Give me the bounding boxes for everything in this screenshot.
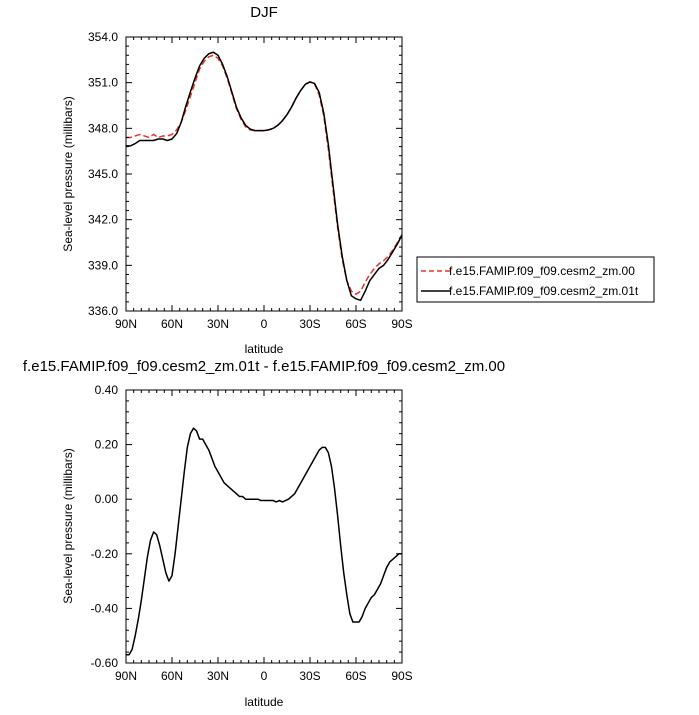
top-series-line-0 xyxy=(126,54,403,296)
bottom-plot-border xyxy=(125,389,403,664)
top-chart-y-axis-label: Sea-level pressure (millibars) xyxy=(61,96,75,251)
bottom-chart-plot-area xyxy=(126,390,402,663)
top-chart-plot-area xyxy=(126,37,402,311)
bottom-x-tick-label: 60N xyxy=(161,669,183,683)
top-y-tick-label: 336.0 xyxy=(88,304,118,318)
bottom-chart-series-group xyxy=(126,427,402,656)
bottom-y-tick-label: -0.60 xyxy=(91,656,119,670)
top-x-tick-label: 90N xyxy=(115,317,137,331)
top-chart-series-group xyxy=(126,51,403,302)
bottom-x-tick-label: 0 xyxy=(261,669,268,683)
bottom-chart-x-axis-label: latitude xyxy=(245,695,284,709)
bottom-y-tick-label: -0.20 xyxy=(91,547,119,561)
top-x-tick-label: 60S xyxy=(345,317,366,331)
top-x-tick-label: 90S xyxy=(391,317,412,331)
bottom-x-tick-label: 90N xyxy=(115,669,137,683)
bottom-y-tick-label: 0.00 xyxy=(95,492,119,506)
bottom-chart-title: f.e15.FAMIP.f09_f09.cesm2_zm.01t - f.e15… xyxy=(23,358,505,375)
bottom-panel: f.e15.FAMIP.f09_f09.cesm2_zm.01t - f.e15… xyxy=(23,358,505,709)
legend-label-series-1: f.e15.FAMIP.f09_f09.cesm2_zm.01t xyxy=(449,284,639,298)
bottom-chart-axes: 90N 60N 30N 0 30S 60S 90S -0.60 -0.40 -0.20 0.00 0.… xyxy=(91,383,413,683)
top-y-tick-label: 339.0 xyxy=(88,258,118,272)
bottom-y-tick-label: 0.20 xyxy=(95,438,119,452)
bottom-y-tick-label: 0.40 xyxy=(95,383,119,397)
top-y-tick-label: 354.0 xyxy=(88,30,118,44)
top-chart-x-axis-label: latitude xyxy=(245,342,284,356)
top-plot-background xyxy=(126,37,402,311)
top-chart-axes: 90N 60N 30N 0 30S 60S 90S 336.0 339.0 342.0 345.0 3… xyxy=(88,30,413,331)
bottom-chart-y-axis-label: Sea-level pressure (millibars) xyxy=(61,448,75,603)
top-series-line-1 xyxy=(126,51,403,302)
top-y-tick-label: 342.0 xyxy=(88,213,118,227)
top-x-tick-label: 30S xyxy=(299,317,320,331)
top-y-tick-label: 345.0 xyxy=(88,167,118,181)
top-x-tick-label: 60N xyxy=(161,317,183,331)
top-chart-title: DJF xyxy=(250,4,278,21)
top-panel: DJF 90N 60N 30N 0 30S 60S 90S 336.0 339.0 342.0 34… xyxy=(61,4,413,356)
legend: f.e15.FAMIP.f09_f09.cesm2_zm.00 f.e15.FA… xyxy=(416,256,655,303)
bottom-y-tick-label: -0.40 xyxy=(91,601,119,615)
bottom-x-tick-label: 30S xyxy=(299,669,320,683)
top-plot-border xyxy=(125,36,403,312)
legend-label-series-0: f.e15.FAMIP.f09_f09.cesm2_zm.00 xyxy=(449,264,635,278)
legend-box xyxy=(416,256,655,303)
bottom-x-tick-label: 60S xyxy=(345,669,366,683)
top-x-tick-label: 0 xyxy=(261,317,268,331)
bottom-plot-background xyxy=(126,390,402,663)
bottom-x-tick-label: 30N xyxy=(207,669,229,683)
top-x-tick-label: 30N xyxy=(207,317,229,331)
bottom-series-line-0 xyxy=(126,427,402,656)
top-y-tick-label: 348.0 xyxy=(88,121,118,135)
top-y-tick-label: 351.0 xyxy=(88,76,118,90)
bottom-x-tick-label: 90S xyxy=(391,669,412,683)
